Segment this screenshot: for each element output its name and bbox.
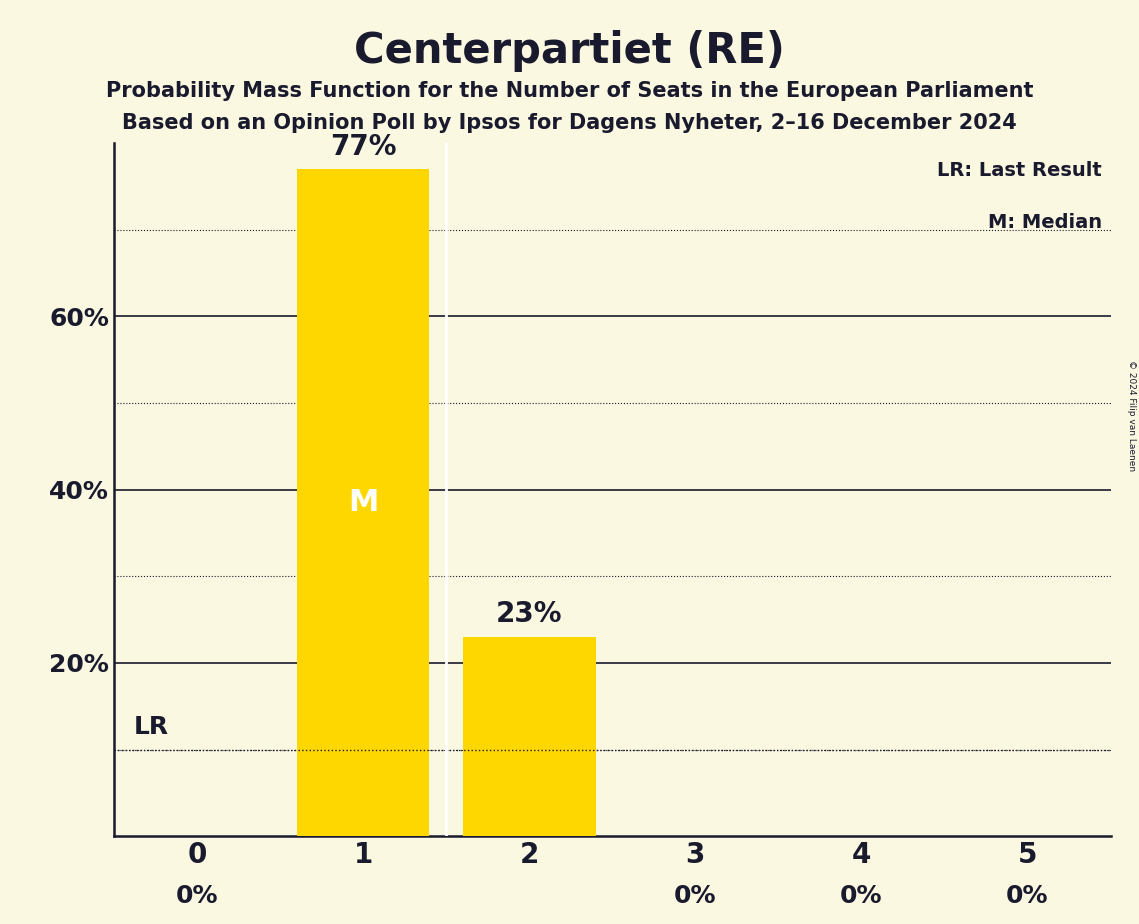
Bar [296, 169, 429, 836]
Text: 0%: 0% [1006, 884, 1049, 908]
Text: LR: LR [134, 715, 169, 739]
Bar [462, 637, 596, 836]
Text: © 2024 Filip van Laenen: © 2024 Filip van Laenen [1126, 360, 1136, 471]
Text: 23%: 23% [495, 601, 563, 628]
Text: 0%: 0% [175, 884, 219, 908]
Text: M: Median: M: Median [989, 213, 1103, 232]
Text: 0%: 0% [841, 884, 883, 908]
Text: M: M [347, 488, 378, 517]
Text: Centerpartiet (RE): Centerpartiet (RE) [354, 30, 785, 71]
Text: Probability Mass Function for the Number of Seats in the European Parliament: Probability Mass Function for the Number… [106, 81, 1033, 102]
Text: 77%: 77% [330, 132, 396, 161]
Text: LR: Last Result: LR: Last Result [937, 161, 1103, 179]
Text: 0%: 0% [674, 884, 716, 908]
Text: Based on an Opinion Poll by Ipsos for Dagens Nyheter, 2–16 December 2024: Based on an Opinion Poll by Ipsos for Da… [122, 113, 1017, 133]
